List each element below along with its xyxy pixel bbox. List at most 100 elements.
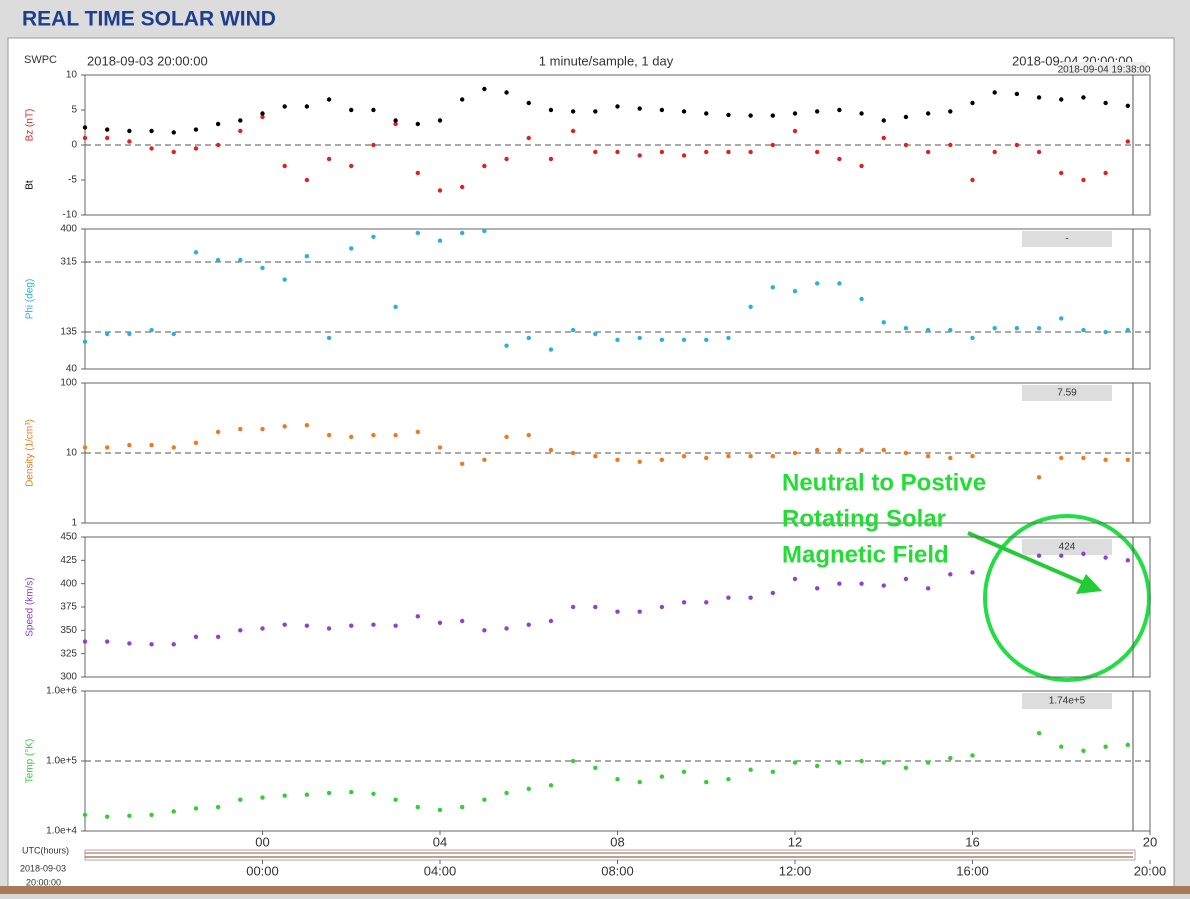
data-point <box>903 114 909 120</box>
data-point <box>925 454 931 459</box>
data-point <box>393 304 398 309</box>
data-point <box>238 426 243 432</box>
data-point <box>393 623 398 628</box>
data-point <box>437 238 443 243</box>
data-point <box>1036 553 1042 558</box>
data-point <box>193 634 199 640</box>
data-point <box>681 337 687 343</box>
data-point <box>415 614 421 619</box>
data-point <box>570 327 576 333</box>
data-point <box>127 442 132 448</box>
data-point <box>859 581 864 586</box>
data-point <box>104 127 110 132</box>
data-point <box>260 111 265 116</box>
data-point <box>881 118 886 123</box>
data-point <box>970 570 975 575</box>
data-point <box>1059 744 1064 749</box>
data-point <box>82 125 88 130</box>
data-point <box>393 797 398 802</box>
readout: 424 <box>1059 542 1076 553</box>
data-point <box>881 583 886 588</box>
data-point <box>637 459 642 464</box>
data-point <box>748 149 753 155</box>
data-point <box>859 296 864 302</box>
data-point <box>149 812 154 818</box>
data-point <box>615 104 620 109</box>
annotation-text: Rotating Solar <box>782 505 946 532</box>
data-point <box>1125 327 1131 333</box>
data-point <box>948 755 953 761</box>
data-point <box>1103 100 1108 106</box>
data-point <box>992 149 997 155</box>
y-tick-label: 425 <box>60 555 77 566</box>
readout-box <box>1022 693 1112 709</box>
data-point <box>726 335 731 341</box>
data-point <box>548 618 554 624</box>
data-point <box>837 156 842 162</box>
data-point <box>282 793 287 798</box>
data-point <box>1036 149 1042 155</box>
y-tick-label: 10 <box>66 448 78 459</box>
y-axis-label: Phi (deg) <box>25 279 36 320</box>
data-point <box>615 457 620 462</box>
data-point <box>726 149 731 155</box>
data-point <box>1081 95 1086 100</box>
data-point <box>1125 103 1131 109</box>
data-point <box>704 600 709 605</box>
data-point <box>681 600 687 605</box>
current-time: 2018-09-04 19:38:00 <box>1058 65 1151 76</box>
data-point <box>526 622 531 627</box>
data-point <box>903 450 909 456</box>
data-point <box>792 450 798 456</box>
data-point <box>82 339 88 344</box>
data-point <box>238 128 243 134</box>
data-point <box>948 142 953 148</box>
data-point <box>127 128 132 134</box>
annotation <box>967 514 1151 682</box>
time-label: 20:00:00 <box>26 877 61 887</box>
data-point <box>104 814 110 819</box>
annotation-text: Magnetic Field <box>782 541 949 568</box>
data-point <box>770 590 776 596</box>
y-tick-label: 315 <box>60 257 77 268</box>
data-point <box>282 424 287 429</box>
data-point <box>260 626 265 631</box>
data-point <box>127 331 132 337</box>
data-point <box>482 628 487 633</box>
data-point <box>792 289 798 294</box>
data-point <box>948 572 953 577</box>
data-point <box>437 807 443 813</box>
time-tick-label: 20:00 <box>1134 863 1167 878</box>
data-point <box>459 461 465 467</box>
data-point <box>548 783 554 788</box>
data-point <box>925 111 931 116</box>
data-point <box>859 163 864 169</box>
data-point <box>437 188 443 193</box>
data-point <box>548 447 554 453</box>
data-point <box>193 146 199 151</box>
utc-label: UTC(hours) <box>22 845 69 855</box>
y-axis-label: Density (1/cm³) <box>25 419 36 487</box>
x-tick-label: 12 <box>788 834 802 849</box>
data-point <box>992 325 997 331</box>
y-tick-label: 1.0e+5 <box>46 756 77 767</box>
data-point <box>704 455 709 461</box>
data-point <box>104 331 110 337</box>
data-point <box>659 774 665 779</box>
data-point <box>349 789 354 795</box>
data-point <box>659 457 665 462</box>
data-point <box>615 337 620 343</box>
data-point <box>659 149 665 155</box>
data-point <box>659 604 665 610</box>
data-point <box>637 779 642 785</box>
y-tick-label: -10 <box>63 210 78 221</box>
data-point <box>482 457 487 462</box>
bottom-strip <box>0 886 1190 894</box>
data-point <box>814 109 820 114</box>
data-point <box>948 455 953 461</box>
data-point <box>681 454 687 459</box>
data-point <box>770 454 776 459</box>
data-point <box>482 228 487 234</box>
data-point <box>82 445 88 450</box>
